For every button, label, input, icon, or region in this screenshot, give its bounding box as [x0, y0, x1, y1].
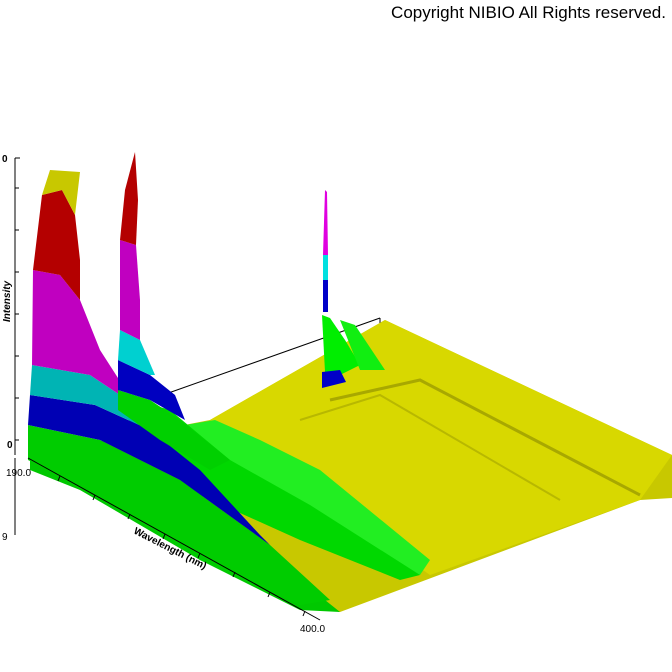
- x-axis-line: [27, 457, 321, 621]
- second-peak-cyan: [118, 330, 155, 375]
- second-peak-blue: [118, 360, 185, 420]
- front-peak-red: [33, 190, 80, 300]
- rear-peak-magenta: [323, 190, 328, 255]
- rear-peak-cyan: [323, 255, 328, 280]
- x-axis-ticks: [57, 475, 306, 617]
- rear-peak-green: [322, 315, 360, 375]
- rear-peak-blue: [322, 370, 346, 388]
- rear-peak-blue-upper: [323, 280, 328, 312]
- second-peak-magenta: [120, 240, 140, 340]
- front-peak-green: [28, 425, 330, 605]
- x-tick-label-start: 190.0: [6, 468, 31, 479]
- back-edge-line: [159, 317, 381, 397]
- x-tick: [267, 591, 271, 598]
- floor-ridge-1: [329, 378, 641, 497]
- x-tick: [302, 610, 306, 617]
- z-tick-label-bottom: 0: [7, 440, 13, 451]
- x-tick-label-end: 400.0: [300, 624, 325, 635]
- front-peak-blue: [28, 395, 270, 545]
- x-tick: [92, 494, 96, 501]
- front-peak-magenta: [32, 270, 120, 395]
- copyright-notice: Copyright NIBIO All Rights reserved.: [391, 3, 666, 22]
- z-tick-label-top: 0: [2, 154, 8, 165]
- rear-peak-side-green: [340, 320, 385, 370]
- front-peak-cyan: [30, 365, 150, 430]
- floor-ridge-2: [299, 393, 561, 501]
- x-tick: [162, 533, 166, 540]
- second-peak-red: [120, 152, 138, 245]
- x-tick: [127, 513, 131, 520]
- y-tick-label: 9: [2, 532, 8, 543]
- z-axis-label: Intensity: [2, 280, 13, 322]
- z-axis-ticks: [15, 157, 20, 441]
- green-slope-rear: [185, 420, 430, 575]
- x-tick: [197, 552, 201, 559]
- front-peak-tip: [42, 170, 80, 215]
- x-tick: [57, 475, 61, 482]
- second-peak-green: [118, 390, 230, 470]
- x-tick: [232, 571, 236, 578]
